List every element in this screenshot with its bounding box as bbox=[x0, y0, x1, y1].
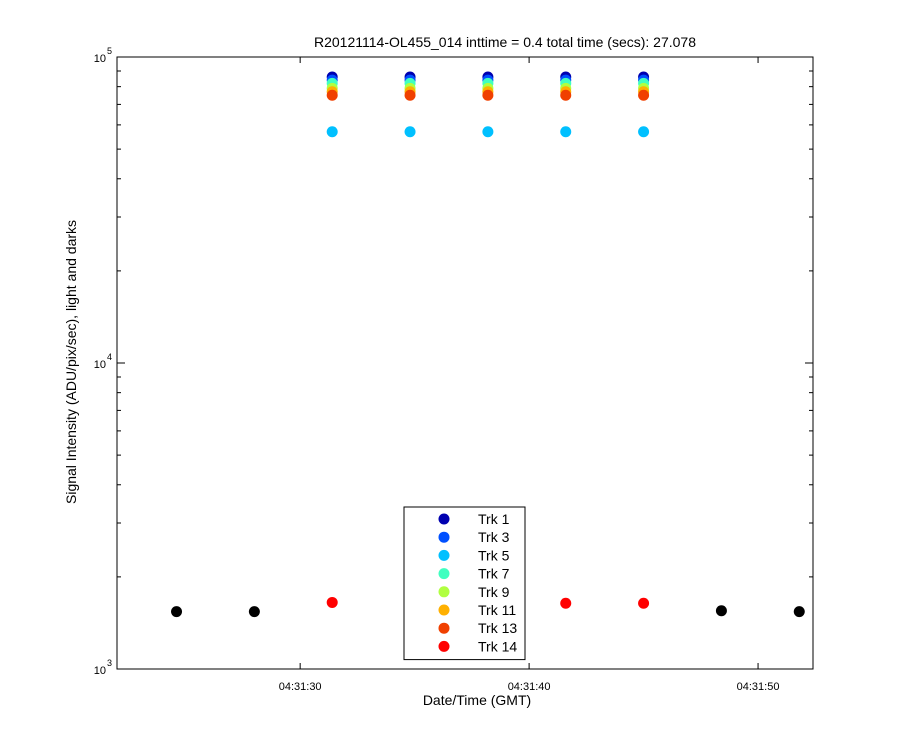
data-point bbox=[171, 606, 183, 618]
legend-label: Trk 1 bbox=[478, 511, 510, 527]
series-dark bbox=[171, 605, 805, 618]
y-tick-label-exponent: 3 bbox=[107, 658, 112, 668]
x-tick-label: 04:31:40 bbox=[508, 681, 551, 693]
legend-marker bbox=[438, 531, 450, 543]
data-point bbox=[404, 126, 416, 138]
data-point bbox=[560, 126, 572, 138]
legend-marker bbox=[438, 604, 450, 616]
data-point bbox=[482, 89, 494, 101]
legend-label: Trk 13 bbox=[478, 620, 517, 636]
y-tick-label-base: 10 bbox=[94, 665, 106, 677]
legend-marker bbox=[438, 568, 450, 580]
chart-title: R20121114-OL455_014 inttime = 0.4 total … bbox=[314, 34, 696, 50]
legend-label: Trk 7 bbox=[478, 566, 510, 582]
legend-label: Trk 9 bbox=[478, 584, 510, 600]
legend: Trk 1 Trk 3 Trk 5 Trk 7 Trk 9 Trk 11 Trk 13 Trk… bbox=[403, 506, 526, 661]
data-point bbox=[560, 89, 572, 101]
data-point bbox=[326, 596, 338, 608]
data-point bbox=[638, 126, 650, 138]
y-tick-label-exponent: 5 bbox=[107, 46, 112, 56]
y-tick-label-base: 10 bbox=[94, 359, 106, 371]
legend-marker bbox=[438, 586, 450, 598]
data-point bbox=[638, 89, 650, 101]
x-tick-label: 04:31:50 bbox=[737, 681, 780, 693]
data-point bbox=[326, 126, 338, 138]
y-tick-label-base: 10 bbox=[94, 53, 106, 65]
data-point bbox=[482, 126, 494, 138]
data-point bbox=[560, 597, 572, 609]
y-tick-label-exponent: 4 bbox=[107, 352, 112, 362]
data-point bbox=[326, 89, 338, 101]
legend-box bbox=[403, 506, 526, 661]
data-point bbox=[248, 606, 260, 618]
data-point bbox=[404, 89, 416, 101]
legend-label: Trk 11 bbox=[478, 602, 516, 618]
x-axis-label: Date/Time (GMT) bbox=[423, 692, 531, 708]
legend-label: Trk 5 bbox=[478, 547, 510, 563]
legend-marker bbox=[438, 549, 450, 561]
data-point bbox=[715, 605, 727, 617]
data-point bbox=[638, 597, 650, 609]
x-tick-label: 04:31:30 bbox=[279, 681, 322, 693]
data-point bbox=[793, 606, 805, 618]
legend-marker bbox=[438, 513, 450, 525]
y-axis-label: Signal Intensity (ADU/pix/sec), light an… bbox=[63, 220, 79, 504]
series-trk-13 bbox=[326, 89, 650, 101]
legend-marker bbox=[438, 622, 450, 634]
legend-marker bbox=[438, 640, 450, 652]
legend-label: Trk 3 bbox=[478, 529, 510, 545]
series-trk-5 bbox=[326, 126, 650, 138]
legend-label: Trk 14 bbox=[478, 638, 517, 654]
